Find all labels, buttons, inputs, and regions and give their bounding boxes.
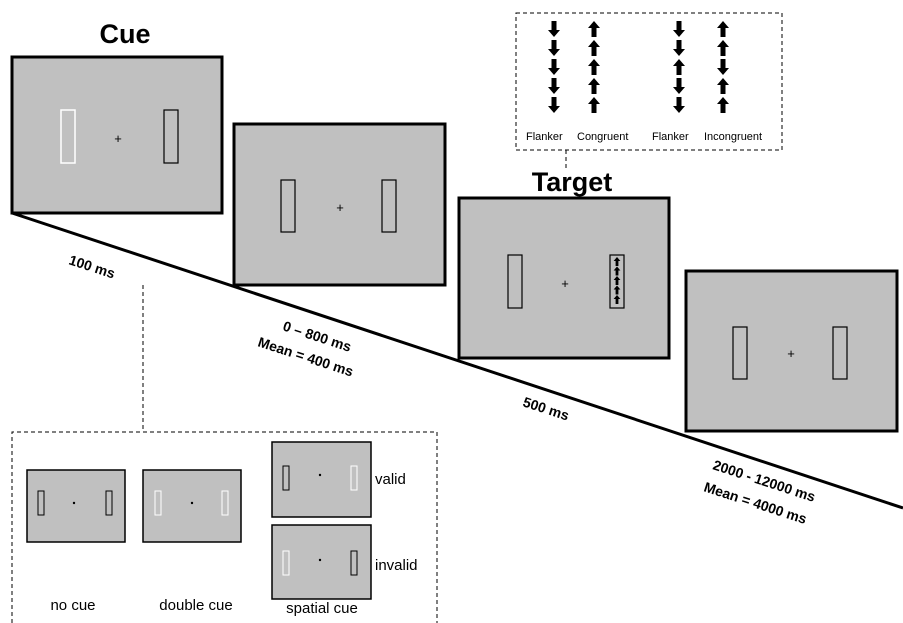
spatial-valid-screen: [271, 441, 372, 518]
cue-types-legend: no cue double cue valid invalid spatial …: [11, 431, 438, 623]
interval-left-box: [280, 179, 296, 233]
congruent-label: Congruent: [577, 131, 628, 143]
fixation-cross: +: [114, 131, 122, 146]
intertrial-right-box: [832, 326, 848, 380]
intertrial-screen: +: [684, 269, 899, 433]
flanker-legend: Flanker Congruent Flanker Incongruent: [515, 12, 783, 151]
spatial-invalid-screen: [271, 524, 372, 600]
valid-label: valid: [375, 471, 406, 488]
cue-left-box-highlighted: [60, 109, 76, 164]
fixation-cross: +: [561, 276, 569, 291]
duration-target: 500 ms: [521, 394, 571, 424]
no-cue-label: no cue: [50, 597, 95, 614]
double-cue-screen: [142, 469, 242, 543]
incongruent-label: Incongruent: [704, 131, 762, 143]
target-title: Target: [532, 167, 613, 197]
intertrial-left-box: [732, 326, 748, 380]
target-screen: +: [457, 196, 671, 360]
no-cue-screen: [26, 469, 126, 543]
cue-title: Cue: [99, 19, 150, 49]
duration-cue: 100 ms: [67, 252, 117, 282]
interval-screen: +: [232, 122, 447, 287]
fixation-cross: +: [787, 346, 795, 361]
interval-right-box: [381, 179, 397, 233]
flanker-label: Flanker: [526, 131, 563, 143]
cue-screen: +: [10, 55, 224, 215]
flanker-label: Flanker: [652, 131, 689, 143]
invalid-label: invalid: [375, 557, 418, 574]
double-cue-label: double cue: [159, 597, 232, 614]
target-left-box: [507, 254, 523, 309]
timeline-axis: [11, 211, 903, 510]
spatial-cue-label: spatial cue: [286, 600, 358, 617]
cue-right-box: [163, 109, 179, 164]
target-right-box: [609, 254, 625, 309]
fixation-cross: +: [336, 200, 344, 215]
